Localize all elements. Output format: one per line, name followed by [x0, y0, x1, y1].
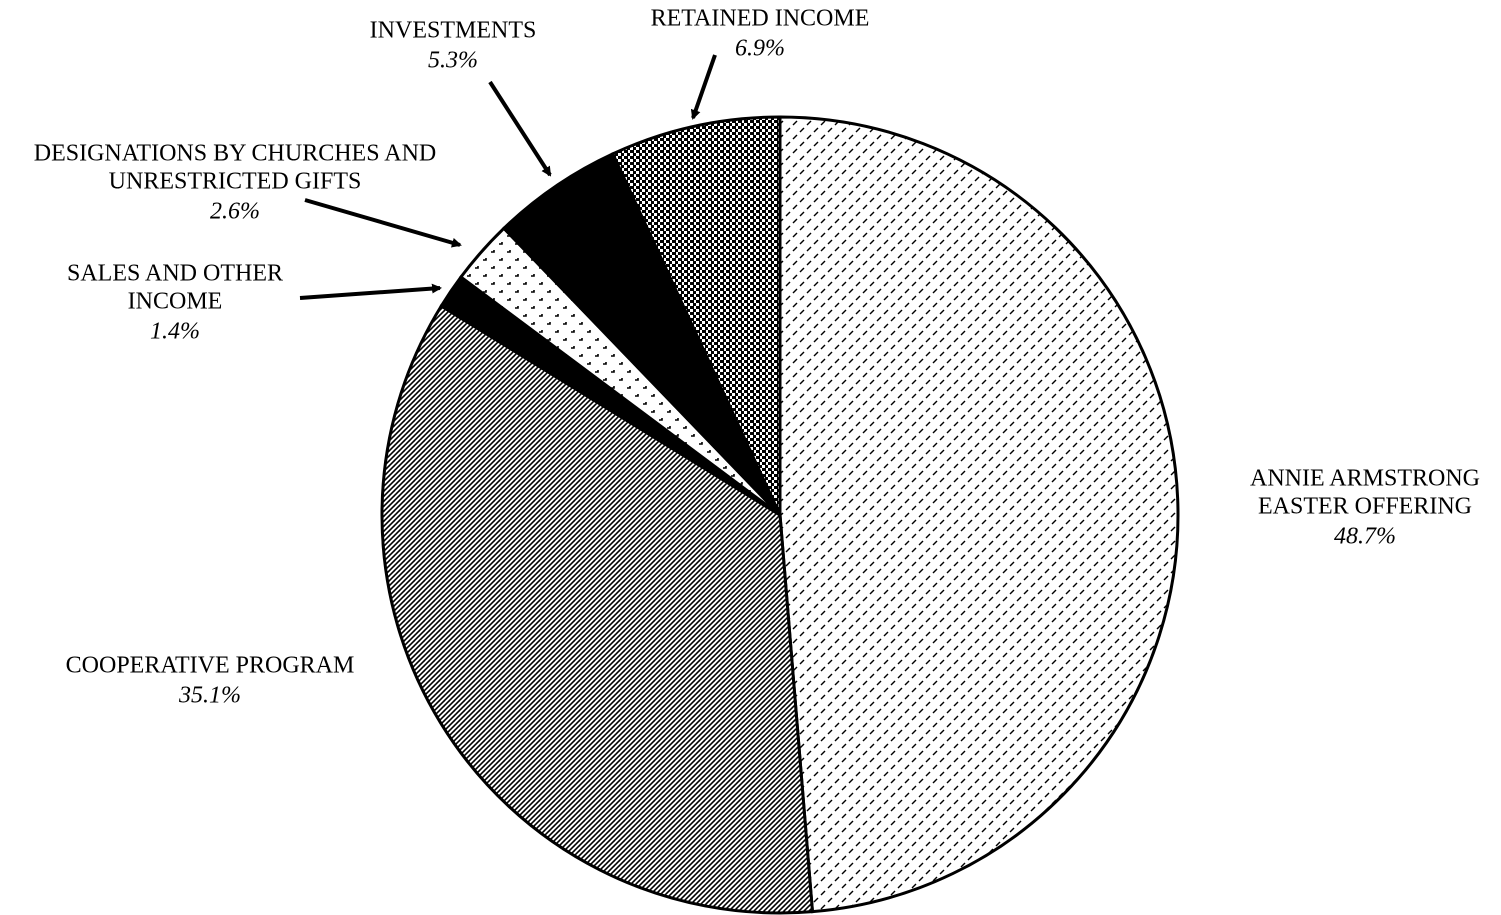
- arrow: [488, 80, 552, 177]
- slice-label: UNRESTRICTED GIFTS: [109, 169, 362, 195]
- slice-label: DESIGNATIONS BY CHURCHES AND: [34, 141, 436, 167]
- value-label: 35.1%: [178, 683, 241, 709]
- arrow: [690, 54, 717, 120]
- slice-label: ANNIE ARMSTRONG: [1250, 466, 1480, 492]
- arrow: [299, 283, 442, 300]
- slice-label: RETAINED INCOME: [651, 6, 870, 32]
- arrows: [299, 54, 717, 300]
- slice-label: INCOME: [128, 289, 223, 315]
- value-label: 2.6%: [210, 199, 260, 225]
- pie-slice: [610, 115, 782, 516]
- arrow: [304, 198, 462, 248]
- value-label: 6.9%: [735, 36, 785, 62]
- value-label: 5.3%: [428, 48, 478, 74]
- slice-label: COOPERATIVE PROGRAM: [66, 653, 355, 679]
- slices: [380, 115, 1180, 915]
- slice-label: SALES AND OTHER: [67, 261, 283, 287]
- pie-slice: [380, 303, 815, 915]
- value-label: 1.4%: [150, 319, 200, 345]
- pie-slice: [778, 115, 1180, 914]
- slice-label: EASTER OFFERING: [1258, 494, 1472, 520]
- value-label: 48.7%: [1334, 524, 1396, 550]
- slice-label: INVESTMENTS: [370, 18, 537, 44]
